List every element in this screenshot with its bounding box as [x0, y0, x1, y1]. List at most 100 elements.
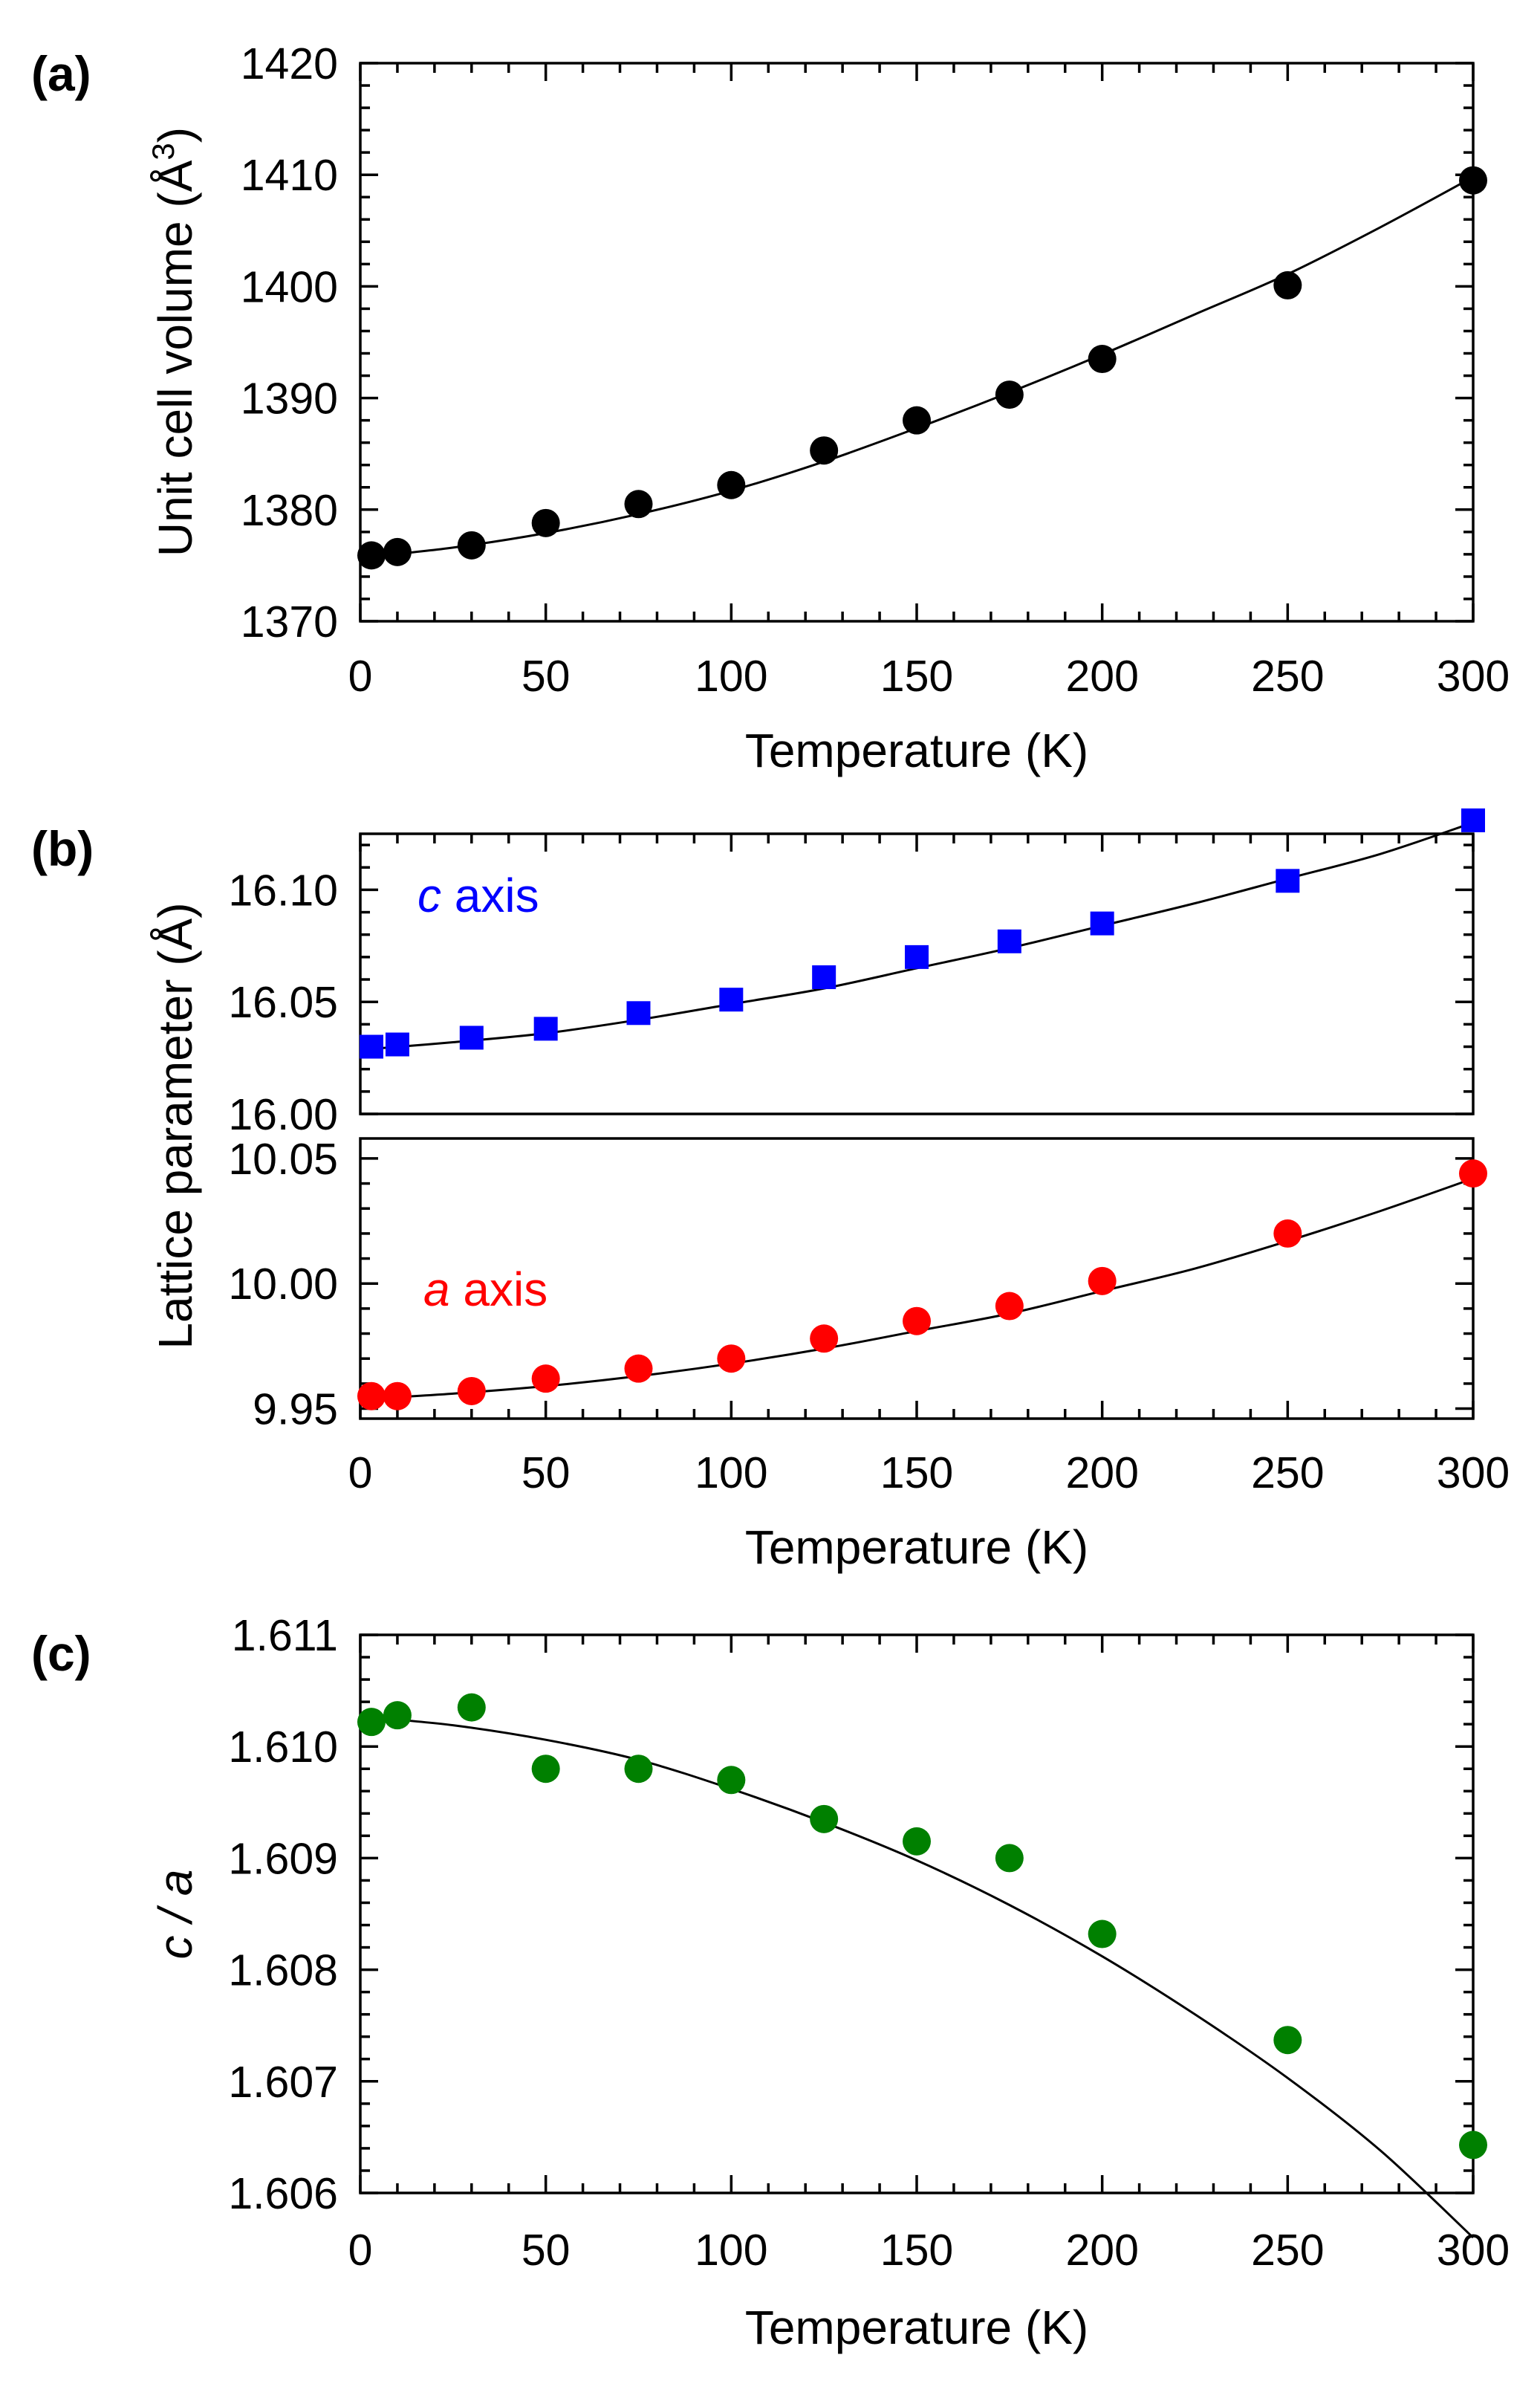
data-point — [459, 1026, 484, 1050]
data-point — [810, 436, 839, 465]
panel-a-label: (a) — [31, 46, 91, 101]
data-point — [905, 945, 929, 969]
x-tick-label: 300 — [1437, 652, 1510, 701]
panel-b-upper-y-axis: 16.00 16.05 16.10 — [228, 843, 1473, 1139]
data-point — [1088, 1919, 1117, 1948]
data-point — [1461, 808, 1485, 832]
data-point — [531, 1364, 560, 1393]
data-point — [624, 1354, 653, 1383]
x-tick-label: 150 — [880, 1448, 953, 1497]
data-point — [383, 1701, 412, 1730]
panel-a-plot-frame — [359, 62, 1475, 623]
panel-c-ratio-chart: (c) 0 50 100 150 200 250 300 1.6061.6071.6081.… — [31, 1611, 1510, 2354]
panel-a-y-axis-title-superscript: 3 — [146, 143, 181, 160]
data-point — [1273, 2026, 1302, 2055]
x-tick-label: 100 — [695, 652, 767, 701]
x-tick-label: 150 — [880, 2226, 953, 2275]
data-point — [1459, 1159, 1487, 1188]
panel-b-c-axis-fit-line — [371, 821, 1474, 1051]
data-point — [1459, 166, 1487, 195]
data-point — [457, 531, 486, 560]
data-point — [624, 490, 653, 519]
y-tick-label: 1.608 — [228, 1946, 338, 1995]
panel-b-c-axis-markers — [359, 808, 1485, 1059]
c-axis-label-rest: axis — [441, 869, 539, 922]
y-tick-label: 1390 — [241, 375, 338, 424]
data-point — [357, 541, 386, 570]
panel-c-data-markers — [357, 1693, 1487, 2160]
data-point — [717, 470, 746, 499]
panel-b-x-axis-title: Temperature (K) — [745, 1520, 1088, 1574]
x-tick-label: 200 — [1065, 2226, 1138, 2275]
data-point — [1273, 1219, 1302, 1248]
data-point — [1088, 1266, 1117, 1295]
x-tick-label: 50 — [522, 1448, 571, 1497]
y-tick-label: 16.10 — [228, 866, 338, 915]
a-axis-label-rest: axis — [450, 1263, 548, 1316]
panel-b-lattice-parameter-chart: (b) 0 50 100 150 200 250 300 16.00 16.05 16.10 9… — [31, 808, 1510, 1574]
panel-a-y-axis: 1370 1380 1390 1400 1410 1420 — [241, 39, 1473, 647]
x-tick-label: 300 — [1437, 2226, 1510, 2275]
c-axis-label-italic: c — [418, 869, 441, 922]
data-point — [1090, 911, 1114, 936]
x-tick-label: 100 — [695, 1448, 767, 1497]
data-point — [997, 929, 1021, 953]
y-tick-label: 9.95 — [253, 1385, 338, 1434]
panel-a-y-axis-title: Unit cell volume (Å3) — [146, 127, 202, 557]
x-tick-label: 200 — [1065, 652, 1138, 701]
y-tick-label: 1410 — [241, 151, 338, 200]
panel-c-fit-line — [371, 1716, 1475, 2239]
data-point — [624, 1755, 653, 1783]
data-point — [719, 988, 744, 1012]
x-tick-label: 0 — [348, 652, 373, 701]
panel-c-plot-frame — [359, 1633, 1475, 2194]
panel-b-a-axis-markers — [357, 1159, 1487, 1410]
panel-a-x-axis-title: Temperature (K) — [745, 724, 1088, 777]
data-point — [812, 965, 836, 990]
panel-c-y-axis-title: c / a — [149, 1870, 202, 1960]
data-point — [457, 1376, 486, 1405]
y-tick-label: 16.00 — [228, 1090, 338, 1139]
data-point — [1273, 270, 1302, 299]
data-point — [995, 1844, 1024, 1873]
y-tick-label: 1.610 — [228, 1723, 338, 1772]
x-tick-label: 300 — [1437, 1448, 1510, 1497]
y-tick-label: 1.609 — [228, 1834, 338, 1883]
y-tick-label: 1.611 — [232, 1611, 338, 1660]
data-point — [531, 508, 560, 537]
panel-a-y-axis-title-close: ) — [149, 127, 202, 143]
data-point — [383, 537, 412, 566]
panel-a-y-axis-title-text: Unit cell volume (Å — [149, 160, 202, 557]
data-point — [359, 1034, 383, 1059]
panel-c-x-axis-title: Temperature (K) — [745, 2301, 1088, 2354]
panel-b-y-axis-title: Lattice parameter (Å) — [149, 902, 202, 1349]
data-point — [810, 1324, 839, 1353]
x-tick-label: 0 — [348, 2226, 373, 2275]
x-tick-label: 50 — [522, 652, 571, 701]
panel-b-lower-y-axis: 9.95 10.00 10.05 — [228, 1135, 1473, 1434]
y-tick-label: 10.00 — [228, 1260, 338, 1309]
data-point — [903, 1306, 931, 1335]
data-point — [1459, 2131, 1487, 2160]
data-point — [383, 1381, 412, 1410]
y-tick-label: 1.606 — [228, 2169, 338, 2218]
data-point — [531, 1755, 560, 1783]
data-point — [385, 1032, 409, 1057]
data-point — [357, 1381, 386, 1410]
panel-c-label: (c) — [31, 1626, 91, 1681]
y-tick-label: 10.05 — [228, 1135, 338, 1184]
panel-a-fit-line — [371, 175, 1474, 558]
y-tick-label: 1370 — [241, 597, 338, 647]
y-tick-label: 1400 — [241, 262, 338, 311]
data-point — [995, 380, 1024, 409]
x-tick-label: 0 — [348, 1448, 373, 1497]
panel-a-x-axis: 0 50 100 150 200 250 300 — [348, 63, 1510, 701]
panel-c-y-axis: 1.606 1.607 1.608 1.609 1.610 1.611 — [228, 1611, 1473, 2218]
x-tick-label: 250 — [1251, 2226, 1324, 2275]
data-point — [457, 1693, 486, 1722]
x-tick-label: 50 — [522, 2226, 571, 2275]
panel-b-x-axis: 0 50 100 150 200 250 300 — [348, 834, 1510, 1497]
x-tick-label: 150 — [880, 652, 953, 701]
data-point — [903, 406, 931, 435]
data-point — [995, 1292, 1024, 1321]
